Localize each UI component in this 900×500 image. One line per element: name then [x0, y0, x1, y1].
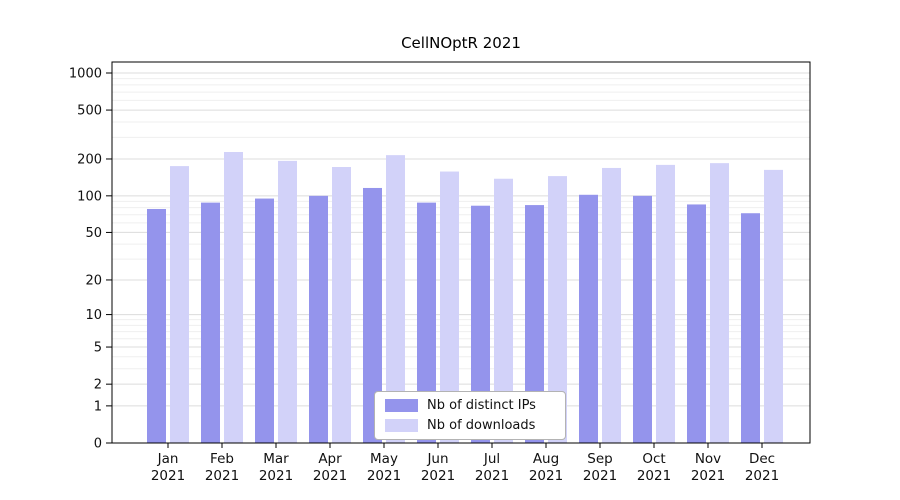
- x-tick-label-jul: Jul 2021: [475, 451, 509, 484]
- bar-downloads-mar: [278, 160, 297, 443]
- bar-distinct-ips-oct: [633, 195, 652, 443]
- bar-downloads-dec: [764, 169, 783, 444]
- plot-border: [111, 61, 811, 444]
- x-tick-label-jun: Jun 2021: [421, 451, 455, 484]
- bar-downloads-jun: [440, 171, 459, 443]
- y-tick-label: 50: [85, 226, 102, 241]
- legend-swatch-distinct-ips: [385, 399, 418, 412]
- bars: [147, 151, 783, 444]
- bar-downloads-jan: [170, 166, 189, 443]
- x-tick-label-may: May 2021: [367, 451, 401, 484]
- bar-downloads-sep: [602, 167, 621, 443]
- y-tick-label: 500: [77, 104, 102, 119]
- bar-distinct-ips-jan: [147, 208, 166, 443]
- x-tick-label-oct: Oct 2021: [637, 451, 671, 484]
- bar-distinct-ips-apr: [309, 195, 328, 443]
- legend-label-downloads: Nb of downloads: [427, 418, 536, 433]
- y-axis: 0 1 2 5 10 20 50 100 200 500 1000: [69, 67, 112, 452]
- legend-swatch-downloads: [385, 419, 418, 432]
- bar-distinct-ips-jul: [471, 205, 490, 443]
- legend: Nb of distinct IPs Nb of downloads: [374, 391, 566, 440]
- bar-distinct-ips-mar: [255, 198, 274, 443]
- x-tick-label-aug: Aug 2021: [529, 451, 563, 484]
- x-tick-label-sep: Sep 2021: [583, 451, 617, 484]
- legend-item-downloads: Nb of downloads: [385, 418, 555, 433]
- y-tick-label: 10: [85, 308, 102, 323]
- y-tick-label: 0: [94, 437, 102, 452]
- bar-downloads-may: [386, 155, 405, 444]
- y-tick-label: 1000: [69, 67, 102, 82]
- x-tick-label-apr: Apr 2021: [313, 451, 347, 484]
- bar-distinct-ips-aug: [525, 205, 544, 443]
- x-tick-label-mar: Mar 2021: [259, 451, 293, 484]
- y-tick-label: 100: [77, 189, 102, 204]
- x-tick-label-feb: Feb 2021: [205, 451, 239, 484]
- bar-downloads-oct: [656, 164, 675, 444]
- bar-distinct-ips-jun: [417, 202, 436, 443]
- y-tick-label: 200: [77, 152, 102, 167]
- bar-downloads-aug: [548, 176, 567, 444]
- x-axis: Jan 2021 Feb 2021 Mar 2021 Apr 2021 May 2021 Jun 20…: [151, 443, 779, 484]
- legend-item-distinct-ips: Nb of distinct IPs: [385, 398, 555, 413]
- y-tick-label: 2: [94, 378, 102, 393]
- bar-distinct-ips-feb: [201, 202, 220, 443]
- bar-downloads-feb: [224, 151, 243, 443]
- bar-downloads-nov: [710, 163, 729, 443]
- x-tick-label-dec: Dec 2021: [745, 451, 779, 484]
- y-tick-label: 1: [94, 399, 102, 414]
- bar-distinct-ips-may: [363, 187, 382, 443]
- y-tick-label: 5: [94, 341, 102, 356]
- bar-downloads-jul: [494, 178, 513, 443]
- x-tick-label-nov: Nov 2021: [691, 451, 725, 484]
- bar-distinct-ips-sep: [579, 194, 598, 443]
- legend-label-distinct-ips: Nb of distinct IPs: [427, 398, 536, 413]
- bar-downloads-apr: [332, 167, 351, 443]
- y-tick-label: 20: [85, 273, 102, 288]
- bar-distinct-ips-nov: [687, 204, 706, 443]
- bar-distinct-ips-dec: [741, 213, 760, 443]
- x-tick-label-jan: Jan 2021: [151, 451, 185, 484]
- chart-title: CellNOptR 2021: [401, 34, 521, 52]
